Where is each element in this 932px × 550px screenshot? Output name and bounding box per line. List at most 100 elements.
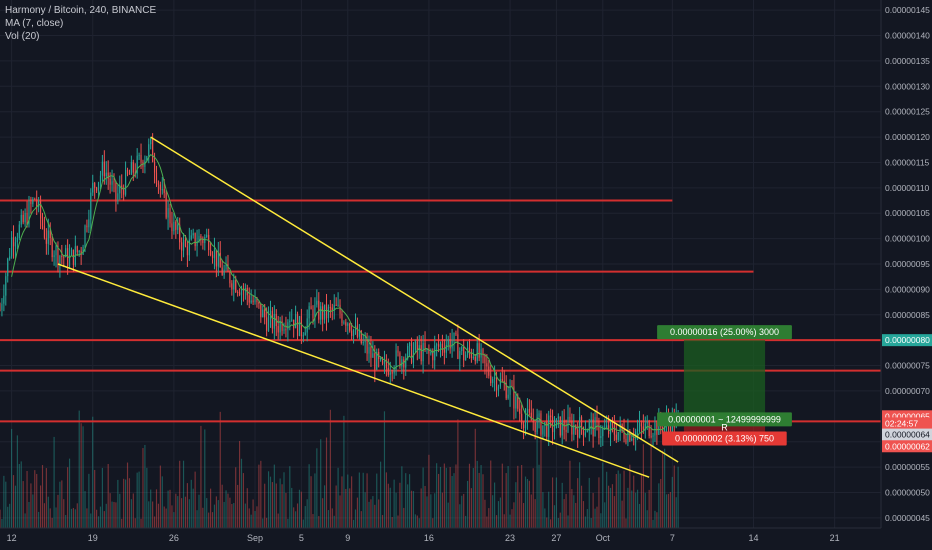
volume-bar [436,463,438,528]
candle-body [327,307,330,319]
volume-bar [430,494,432,528]
candle-body [1,303,3,310]
volume-bar [269,476,272,528]
volume-bar [598,477,600,528]
volume-bar [445,467,447,528]
candle-body [606,425,608,428]
candle-body [277,326,279,333]
candle-body [3,295,5,304]
resistance-levels[interactable] [0,199,881,423]
volume-bar [470,488,472,528]
long-position-tool[interactable] [683,340,766,432]
volume-bar [439,466,442,528]
volume-bar [542,492,544,528]
volume-bar [144,444,146,528]
candle-body [126,169,129,174]
candle-body [439,343,442,347]
volume-bar [293,507,295,528]
volume-bar [354,509,357,528]
candle-body [434,345,436,361]
candle-body [393,369,395,374]
candle-body [55,245,57,256]
volume-bar [184,496,187,528]
volume-bar [602,462,604,528]
candle-body [266,317,268,331]
volume-bar [372,496,374,528]
candle-body [638,423,641,430]
volume-bar [621,500,623,528]
candle-body [412,350,415,363]
candle-body [97,182,100,191]
volume-bar [451,476,453,528]
volume-bar [416,515,418,528]
volume-bar [636,489,639,528]
candle-body [669,423,671,434]
candle-body [644,423,646,430]
candle-body [281,321,283,331]
candle-body [32,198,34,205]
volume-bar [142,448,144,528]
candle-body [86,225,88,228]
volume-bar [660,478,662,528]
volume-bar [53,436,55,528]
volume-bar [414,514,416,528]
candle-body [383,361,386,364]
price-tick-label: 0.00000045 [885,513,930,523]
candle-body [534,422,536,432]
time-axis[interactable] [0,528,932,550]
volume-bar [596,506,598,528]
volume-bar [385,472,387,528]
candle-body [267,316,270,331]
volume-bar [648,489,650,528]
volume-bar [84,491,86,528]
candle-body [513,386,515,409]
candle-body [364,341,366,343]
volume-bar [196,510,198,528]
trendlines[interactable] [57,136,679,478]
candle-body [476,343,478,362]
volume-bar [146,467,148,528]
indicator-ma-label[interactable]: MA (7, close) [5,18,64,29]
volume-bar [600,513,602,528]
candle-body [640,423,643,427]
candle-body [553,428,556,433]
candle-body [418,345,420,351]
candle-body [237,291,239,293]
indicator-volume-label[interactable]: Vol (20) [5,31,40,42]
volume-bar [310,476,312,528]
price-tick-label: 0.00000090 [885,284,930,294]
price-tick-label: 0.00000095 [885,259,930,269]
candle-body [362,342,364,344]
candle-body [387,367,389,375]
volume-bar [70,508,73,528]
volume-bar [9,503,11,528]
volume-bar [449,467,451,528]
volume-bar [403,507,405,528]
stop-label: 0.00000002 (3.13%) 750 [675,434,774,444]
candle-body [592,419,594,437]
candle-body [410,342,413,363]
price-tag-bg [882,440,932,453]
candle-body [293,319,295,329]
candle-body [586,431,588,433]
symbol-title[interactable]: Harmony / Bitcoin, 240, BINANCE [5,5,157,16]
candle-body [252,300,254,303]
volume-bar [30,483,32,528]
volume-bar [318,516,320,528]
candle-body [119,185,121,194]
candle-body [20,214,22,225]
price-tick-label: 0.00000085 [885,310,930,320]
volume-bar [478,472,480,528]
volume-bar [115,502,117,528]
volume-bar [296,503,299,528]
volume-bar [617,470,619,528]
candle-body [588,422,590,432]
stop-zone [683,421,766,432]
volume-bar [548,491,550,528]
candle-body [584,432,586,436]
volume-bar [153,516,156,528]
volume-bar [221,484,223,528]
candle-body [559,416,561,436]
